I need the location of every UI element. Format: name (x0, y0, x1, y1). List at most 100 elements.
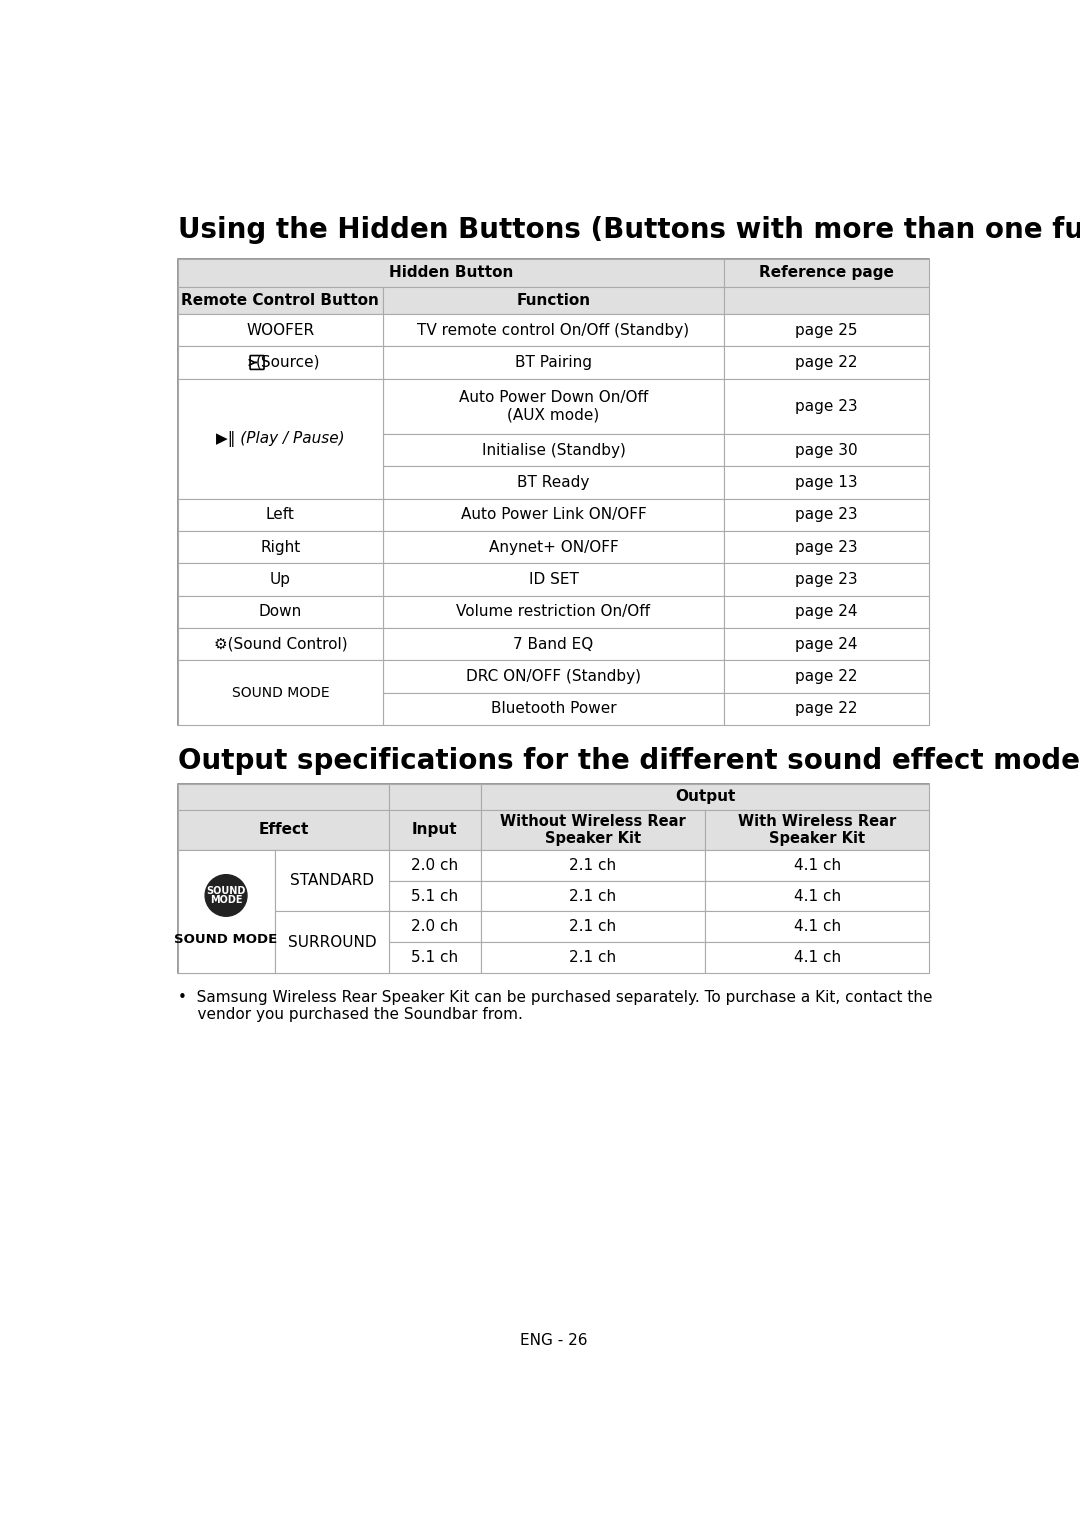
Bar (481, 912, 705, 942)
Bar (383, 596, 724, 628)
Text: vendor you purchased the Soundbar from.: vendor you purchased the Soundbar from. (177, 1007, 523, 1022)
Text: Hidden Button: Hidden Button (389, 265, 513, 280)
Bar (383, 286, 724, 314)
Text: ID SET: ID SET (528, 571, 579, 587)
Bar (705, 912, 930, 942)
Bar (705, 810, 930, 850)
Bar (705, 942, 930, 973)
Bar (724, 596, 930, 628)
Text: •  Samsung Wireless Rear Speaker Kit can be purchased separately. To purchase a : • Samsung Wireless Rear Speaker Kit can … (177, 990, 932, 1005)
Text: page 23: page 23 (795, 507, 858, 522)
Text: page 23: page 23 (795, 571, 858, 587)
Bar (481, 810, 705, 850)
Text: ⚙(Sound Control): ⚙(Sound Control) (214, 637, 347, 651)
Bar (389, 810, 481, 850)
Text: 4.1 ch: 4.1 ch (794, 858, 840, 873)
Bar (724, 660, 930, 692)
Text: Volume restriction On/Off: Volume restriction On/Off (457, 605, 650, 619)
Bar (177, 850, 274, 881)
Text: Down: Down (259, 605, 302, 619)
Bar (383, 660, 724, 692)
Bar (383, 346, 724, 378)
Bar (724, 259, 930, 286)
Text: Without Wireless Rear
Speaker Kit: Without Wireless Rear Speaker Kit (500, 813, 686, 846)
Bar (383, 434, 724, 466)
Text: page 25: page 25 (796, 323, 858, 337)
Text: BT Ready: BT Ready (517, 475, 590, 490)
Text: ▶‖ (Play / Pause): ▶‖ (Play / Pause) (216, 430, 345, 447)
Bar (274, 850, 389, 881)
Bar (383, 628, 724, 660)
Text: SOUND: SOUND (206, 885, 246, 896)
Bar (481, 881, 705, 912)
Text: page 24: page 24 (796, 637, 858, 651)
Bar (177, 850, 274, 973)
Bar (481, 942, 705, 973)
Bar (383, 314, 724, 346)
Text: Initialise (Standby): Initialise (Standby) (482, 443, 625, 458)
FancyBboxPatch shape (251, 355, 264, 369)
Bar (383, 499, 724, 532)
Text: Effect: Effect (258, 823, 309, 838)
Text: 7 Band EQ: 7 Band EQ (513, 637, 594, 651)
Text: 2.1 ch: 2.1 ch (569, 858, 617, 873)
Bar (724, 564, 930, 596)
Bar (481, 784, 930, 810)
Bar (177, 259, 724, 286)
Text: page 30: page 30 (795, 443, 858, 458)
Bar (274, 912, 389, 973)
Bar (724, 532, 930, 564)
Bar (177, 784, 930, 973)
Text: Left: Left (266, 507, 295, 522)
Text: page 22: page 22 (796, 669, 858, 685)
Bar (389, 850, 481, 881)
Bar (724, 628, 930, 660)
Text: Output specifications for the different sound effect modes: Output specifications for the different … (177, 746, 1080, 775)
Text: SOUND MODE: SOUND MODE (175, 933, 278, 947)
Bar (383, 378, 724, 434)
Bar (274, 912, 389, 942)
Text: 2.0 ch: 2.0 ch (411, 919, 459, 935)
Text: WOOFER: WOOFER (246, 323, 314, 337)
Bar (389, 784, 481, 810)
Bar (383, 466, 724, 499)
Text: Auto Power Link ON/OFF: Auto Power Link ON/OFF (461, 507, 646, 522)
Text: page 23: page 23 (795, 398, 858, 414)
Text: Function: Function (516, 293, 591, 308)
Bar (274, 850, 389, 912)
Text: DRC ON/OFF (Standby): DRC ON/OFF (Standby) (465, 669, 642, 685)
Text: 4.1 ch: 4.1 ch (794, 950, 840, 965)
Bar (383, 564, 724, 596)
Text: page 22: page 22 (796, 355, 858, 371)
Bar (177, 564, 383, 596)
Text: Reference page: Reference page (759, 265, 894, 280)
Bar (177, 346, 383, 378)
Bar (177, 286, 383, 314)
Text: With Wireless Rear
Speaker Kit: With Wireless Rear Speaker Kit (738, 813, 896, 846)
Bar (724, 286, 930, 314)
Text: SOUND MODE: SOUND MODE (231, 686, 329, 700)
Text: 5.1 ch: 5.1 ch (411, 889, 459, 904)
Bar (274, 881, 389, 912)
Bar (724, 346, 930, 378)
Bar (177, 810, 389, 850)
Bar (724, 499, 930, 532)
Bar (177, 596, 383, 628)
Text: page 24: page 24 (796, 605, 858, 619)
Bar (724, 314, 930, 346)
Bar (389, 912, 481, 942)
Text: BT Pairing: BT Pairing (515, 355, 592, 371)
Bar (389, 942, 481, 973)
Text: 2.1 ch: 2.1 ch (569, 919, 617, 935)
Bar (177, 660, 383, 725)
Text: Right: Right (260, 539, 300, 555)
Text: page 22: page 22 (796, 702, 858, 717)
Bar (177, 314, 383, 346)
Bar (177, 259, 930, 725)
Text: 2.1 ch: 2.1 ch (569, 950, 617, 965)
Bar (177, 378, 383, 499)
Bar (724, 466, 930, 499)
Bar (274, 942, 389, 973)
Bar (177, 532, 383, 564)
Text: Output: Output (675, 789, 735, 804)
